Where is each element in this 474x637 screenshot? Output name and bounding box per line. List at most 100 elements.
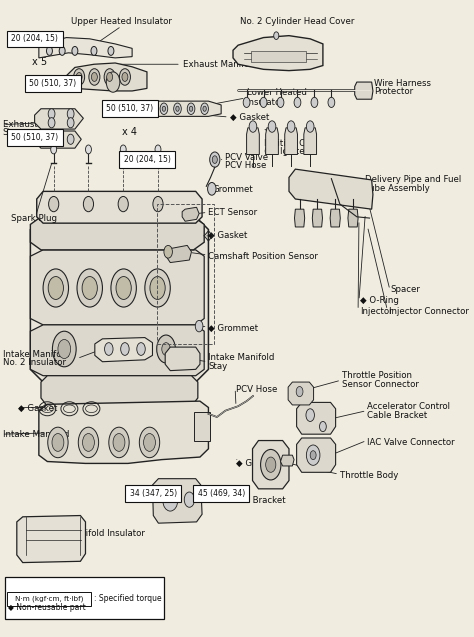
Circle shape: [119, 69, 130, 85]
Text: Stay: Stay: [3, 129, 22, 138]
Polygon shape: [30, 217, 209, 382]
Text: Stay: Stay: [209, 362, 228, 371]
Polygon shape: [95, 338, 153, 362]
Polygon shape: [246, 128, 259, 155]
Circle shape: [176, 106, 179, 111]
Circle shape: [210, 152, 220, 168]
Circle shape: [145, 269, 170, 307]
Circle shape: [311, 97, 318, 108]
Text: Intake Manifold: Intake Manifold: [3, 350, 69, 359]
Text: Wire Harness: Wire Harness: [374, 79, 431, 88]
Circle shape: [296, 387, 303, 397]
Circle shape: [67, 109, 74, 119]
Polygon shape: [288, 382, 314, 405]
Circle shape: [53, 331, 76, 367]
Text: Insulator: Insulator: [246, 98, 284, 107]
Text: ECT Sensor: ECT Sensor: [209, 208, 257, 217]
Circle shape: [294, 97, 301, 108]
Text: Delivery Pipe and Fuel: Delivery Pipe and Fuel: [365, 175, 462, 185]
Circle shape: [72, 47, 78, 55]
Circle shape: [163, 488, 178, 511]
Text: x 5: x 5: [33, 57, 47, 67]
Text: PCV Hose: PCV Hose: [226, 161, 267, 171]
Circle shape: [157, 335, 175, 363]
Circle shape: [203, 106, 206, 111]
Circle shape: [261, 450, 281, 480]
Circle shape: [212, 156, 218, 164]
Text: 50 (510, 37): 50 (510, 37): [107, 104, 154, 113]
Circle shape: [105, 343, 113, 355]
Polygon shape: [304, 128, 317, 155]
Circle shape: [67, 118, 74, 128]
Circle shape: [243, 97, 250, 108]
Polygon shape: [35, 131, 81, 148]
FancyBboxPatch shape: [193, 485, 249, 501]
Circle shape: [155, 145, 161, 154]
Circle shape: [48, 118, 55, 128]
Circle shape: [153, 196, 163, 211]
Text: ◆ Gasket: ◆ Gasket: [18, 404, 57, 413]
Text: No. 2 Cylinder Head Cover: No. 2 Cylinder Head Cover: [240, 17, 355, 26]
Polygon shape: [312, 209, 322, 227]
Polygon shape: [253, 441, 289, 489]
Circle shape: [120, 145, 126, 154]
Polygon shape: [17, 515, 85, 562]
Circle shape: [277, 97, 284, 108]
FancyBboxPatch shape: [193, 412, 210, 441]
Polygon shape: [297, 403, 336, 434]
Text: ◆ Gasket: ◆ Gasket: [237, 459, 276, 468]
Circle shape: [104, 69, 115, 85]
Circle shape: [91, 73, 97, 82]
Circle shape: [106, 72, 120, 92]
Circle shape: [59, 47, 65, 55]
Text: Intake Manifold: Intake Manifold: [3, 430, 69, 439]
FancyBboxPatch shape: [25, 75, 81, 92]
Polygon shape: [153, 478, 202, 523]
Circle shape: [82, 276, 97, 299]
Circle shape: [208, 182, 216, 195]
Circle shape: [78, 427, 99, 458]
Text: PCV Valve: PCV Valve: [226, 152, 268, 162]
Polygon shape: [233, 36, 323, 71]
Text: 34 (347, 25): 34 (347, 25): [130, 489, 177, 497]
FancyBboxPatch shape: [7, 31, 63, 47]
Polygon shape: [35, 109, 83, 129]
Text: ◆ Gasket: ◆ Gasket: [229, 113, 269, 122]
Polygon shape: [41, 376, 198, 406]
Text: Accelerator Control: Accelerator Control: [367, 402, 450, 411]
Circle shape: [111, 269, 137, 307]
Circle shape: [73, 69, 85, 85]
Circle shape: [85, 145, 91, 154]
Text: x 4: x 4: [121, 127, 137, 137]
Circle shape: [83, 196, 93, 211]
Circle shape: [184, 492, 194, 507]
Polygon shape: [281, 455, 294, 466]
Text: Spacer: Spacer: [391, 285, 420, 294]
Circle shape: [48, 134, 55, 145]
Circle shape: [306, 445, 320, 465]
Text: ◆ Grommet: ◆ Grommet: [209, 324, 258, 333]
Circle shape: [48, 427, 68, 458]
FancyBboxPatch shape: [7, 129, 63, 146]
Circle shape: [139, 427, 160, 458]
Circle shape: [306, 121, 314, 132]
Circle shape: [118, 196, 128, 211]
Circle shape: [48, 109, 55, 119]
Text: PCV Hose: PCV Hose: [236, 385, 277, 394]
Polygon shape: [265, 128, 278, 155]
Polygon shape: [182, 207, 199, 221]
Circle shape: [273, 32, 279, 39]
Circle shape: [52, 434, 64, 452]
Text: Intake Manifold: Intake Manifold: [209, 354, 275, 362]
Text: IAC Valve Connector: IAC Valve Connector: [367, 438, 455, 447]
Circle shape: [173, 103, 181, 115]
FancyBboxPatch shape: [7, 592, 91, 606]
Circle shape: [77, 269, 102, 307]
Circle shape: [260, 97, 267, 108]
Circle shape: [116, 276, 131, 299]
Circle shape: [268, 121, 276, 132]
Circle shape: [46, 47, 53, 55]
FancyBboxPatch shape: [119, 152, 175, 168]
Polygon shape: [289, 169, 373, 209]
Circle shape: [306, 409, 314, 422]
